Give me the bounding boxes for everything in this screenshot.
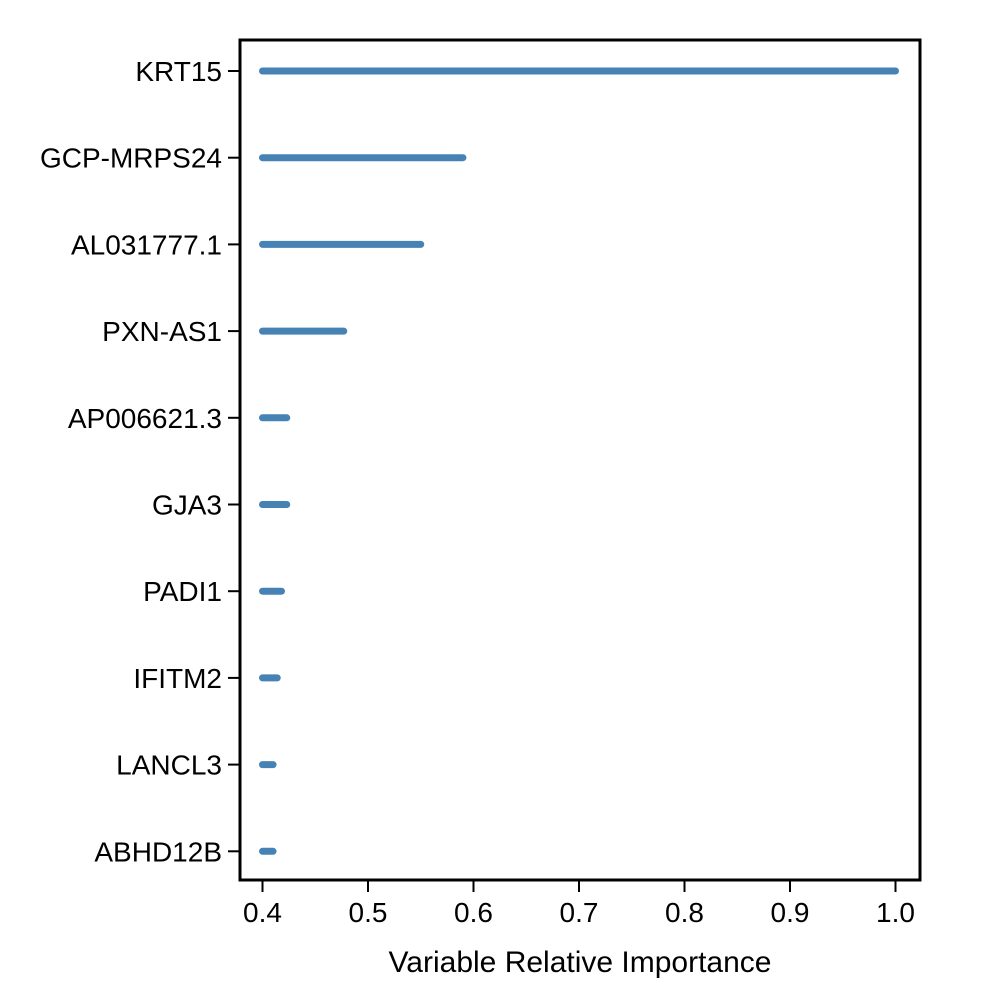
x-tick-label: 0.5 bbox=[349, 897, 388, 928]
y-tick-label: IFITM2 bbox=[133, 663, 222, 694]
bar-group bbox=[259, 67, 899, 855]
y-tick-label: GCP-MRPS24 bbox=[40, 143, 222, 174]
x-axis-ticks: 0.4 0.5 0.6 0.7 0.8 0.9 1.0 bbox=[243, 880, 915, 928]
plot-frame bbox=[238, 38, 922, 882]
y-tick-label: PADI1 bbox=[143, 576, 222, 607]
x-tick-label: 0.4 bbox=[243, 897, 282, 928]
y-tick-label: KRT15 bbox=[135, 56, 222, 87]
y-tick-label: AL031777.1 bbox=[71, 229, 222, 260]
x-tick-label: 1.0 bbox=[876, 897, 915, 928]
x-tick-label: 0.6 bbox=[454, 897, 493, 928]
x-tick-label: 0.7 bbox=[560, 897, 599, 928]
x-tick-label: 0.8 bbox=[665, 897, 704, 928]
y-tick-label: LANCL3 bbox=[116, 750, 222, 781]
y-tick-label: GJA3 bbox=[152, 490, 222, 521]
y-axis-ticks: KRT15 GCP-MRPS24 AL031777.1 PXN-AS1 AP006621… bbox=[40, 56, 240, 867]
y-tick-label: ABHD12B bbox=[94, 836, 222, 867]
y-tick-label: AP006621.3 bbox=[68, 403, 222, 434]
x-axis-title: Variable Relative Importance bbox=[389, 946, 772, 979]
x-tick-label: 0.9 bbox=[771, 897, 810, 928]
y-tick-label: PXN-AS1 bbox=[102, 316, 222, 347]
